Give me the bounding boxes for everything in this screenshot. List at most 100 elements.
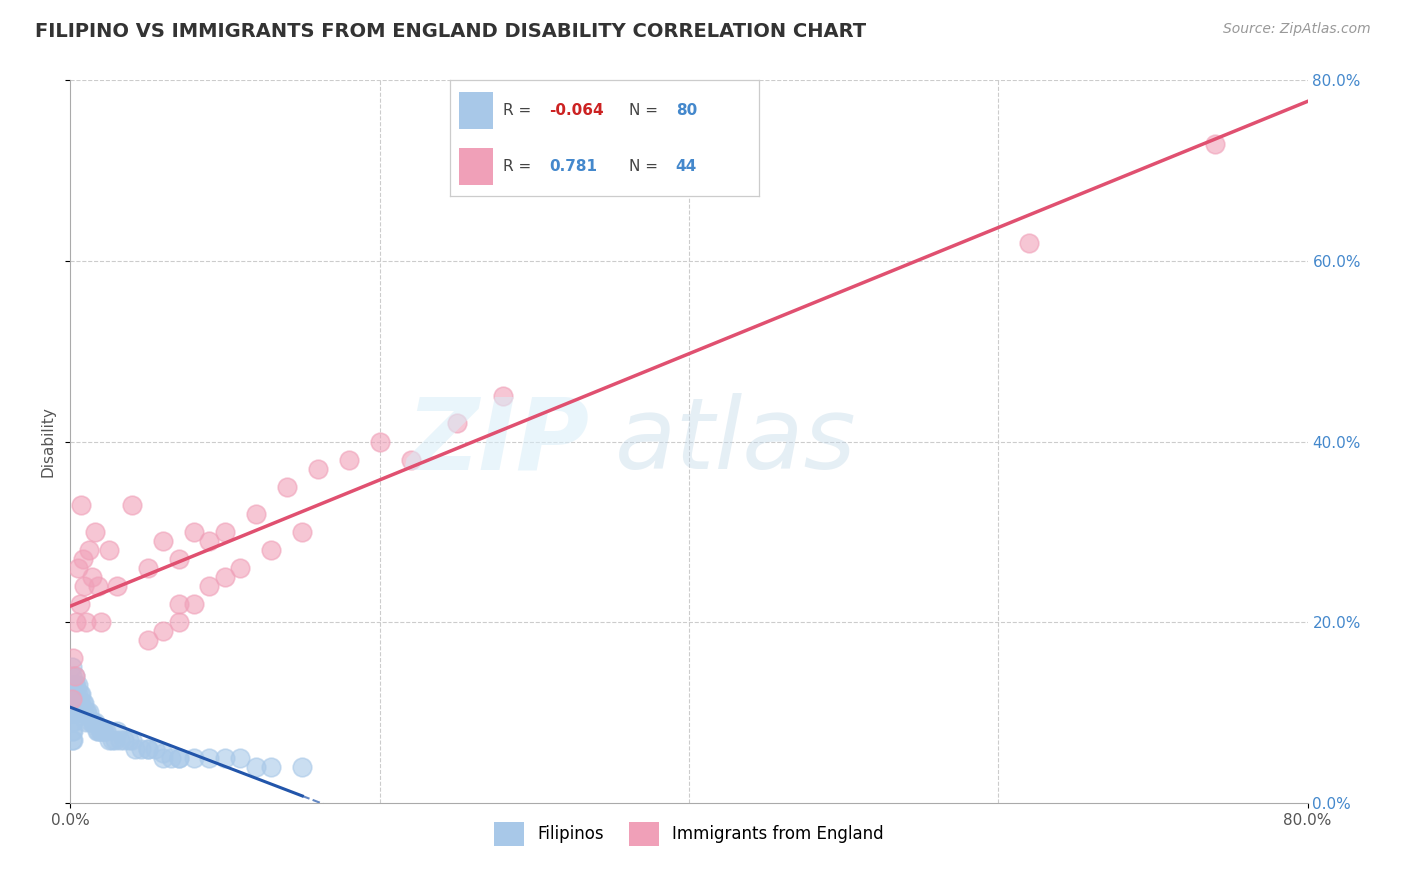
- Point: [77, 542, 100, 557]
- Point: [65, 706, 87, 720]
- Point: [136, 561, 159, 575]
- Point: [121, 498, 143, 512]
- Point: [152, 746, 174, 760]
- Point: [90, 723, 112, 738]
- Point: [229, 750, 252, 764]
- Point: [214, 750, 236, 764]
- Point: [152, 624, 174, 639]
- Point: [70, 697, 93, 711]
- Point: [105, 723, 128, 738]
- Point: [84, 714, 107, 729]
- Point: [104, 732, 127, 747]
- Point: [65, 687, 87, 701]
- Point: [167, 597, 190, 611]
- Point: [1018, 235, 1040, 250]
- Point: [260, 760, 283, 774]
- Point: [245, 760, 267, 774]
- Point: [60, 687, 83, 701]
- Point: [62, 651, 84, 665]
- Point: [198, 579, 221, 593]
- Point: [183, 750, 205, 764]
- Point: [214, 524, 236, 539]
- Point: [62, 687, 84, 701]
- Point: [152, 533, 174, 548]
- Point: [72, 706, 94, 720]
- Point: [60, 669, 83, 683]
- Point: [75, 706, 97, 720]
- Point: [76, 706, 98, 720]
- Point: [63, 669, 86, 683]
- Point: [114, 732, 135, 747]
- Point: [67, 678, 90, 692]
- Point: [183, 597, 205, 611]
- Point: [80, 714, 103, 729]
- Point: [75, 714, 97, 729]
- Point: [67, 706, 90, 720]
- Point: [98, 732, 120, 747]
- Point: [124, 741, 146, 756]
- Point: [77, 706, 100, 720]
- Point: [160, 750, 183, 764]
- Point: [67, 697, 90, 711]
- Point: [198, 750, 221, 764]
- Text: R =: R =: [502, 103, 536, 118]
- Point: [80, 570, 103, 584]
- Point: [69, 706, 91, 720]
- Point: [131, 741, 153, 756]
- Point: [60, 732, 83, 747]
- Point: [60, 714, 83, 729]
- Point: [492, 389, 515, 403]
- Point: [63, 697, 86, 711]
- Point: [60, 692, 83, 706]
- Point: [101, 732, 124, 747]
- Point: [93, 723, 115, 738]
- Point: [291, 524, 314, 539]
- Point: [65, 678, 87, 692]
- Point: [72, 552, 94, 566]
- Point: [73, 706, 96, 720]
- Text: N =: N =: [630, 103, 664, 118]
- Point: [118, 732, 141, 747]
- Point: [84, 524, 107, 539]
- Point: [368, 434, 391, 449]
- Point: [70, 706, 93, 720]
- Point: [136, 633, 159, 648]
- Point: [63, 669, 86, 683]
- Point: [183, 524, 205, 539]
- Point: [136, 741, 159, 756]
- Point: [136, 741, 159, 756]
- Text: Source: ZipAtlas.com: Source: ZipAtlas.com: [1223, 22, 1371, 37]
- FancyBboxPatch shape: [460, 147, 494, 185]
- Point: [198, 533, 221, 548]
- Point: [276, 480, 298, 494]
- Point: [307, 461, 329, 475]
- Point: [63, 706, 86, 720]
- Point: [121, 732, 143, 747]
- Point: [60, 706, 83, 720]
- Y-axis label: Disability: Disability: [39, 406, 55, 477]
- Point: [245, 507, 267, 521]
- FancyBboxPatch shape: [460, 92, 494, 129]
- Point: [291, 760, 314, 774]
- Point: [105, 579, 128, 593]
- Point: [67, 687, 90, 701]
- Point: [90, 615, 112, 630]
- Point: [73, 697, 96, 711]
- Point: [337, 452, 360, 467]
- Point: [65, 697, 87, 711]
- Point: [62, 732, 84, 747]
- Point: [399, 452, 422, 467]
- Point: [62, 714, 84, 729]
- Point: [62, 723, 84, 738]
- Point: [87, 723, 110, 738]
- Point: [446, 417, 468, 431]
- Point: [65, 615, 87, 630]
- Text: 80: 80: [676, 103, 697, 118]
- Point: [1204, 136, 1226, 151]
- Point: [167, 552, 190, 566]
- Text: 44: 44: [676, 159, 697, 174]
- Point: [260, 542, 283, 557]
- Point: [152, 750, 174, 764]
- Text: FILIPINO VS IMMIGRANTS FROM ENGLAND DISABILITY CORRELATION CHART: FILIPINO VS IMMIGRANTS FROM ENGLAND DISA…: [35, 22, 866, 41]
- Point: [63, 678, 86, 692]
